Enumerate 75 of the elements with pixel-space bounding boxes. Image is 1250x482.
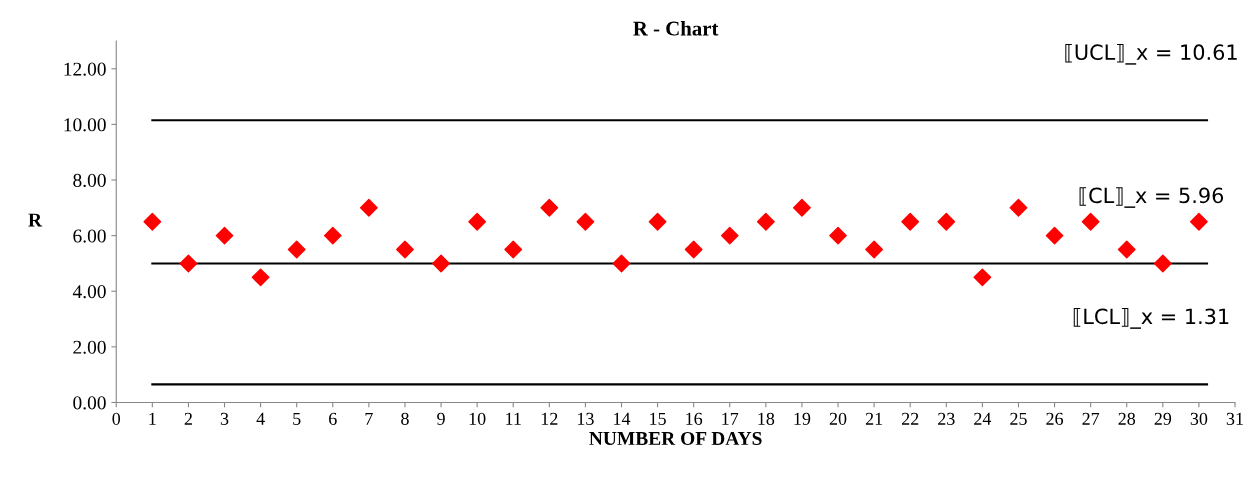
point — [432, 254, 450, 273]
x-tick-label: 20 — [829, 412, 847, 425]
x-tick-label: 25 — [1010, 412, 1027, 425]
x-tick-label: 31 — [1226, 412, 1243, 425]
x-tick-label: 21 — [865, 412, 883, 425]
y-axis-title: R — [28, 213, 43, 227]
x-tick-label: 2 — [184, 412, 192, 425]
x-tick-label: 18 — [758, 412, 775, 425]
point — [215, 226, 234, 245]
point — [323, 226, 342, 245]
point — [612, 254, 631, 273]
x-tick-label: 24 — [974, 412, 992, 425]
point — [1189, 212, 1208, 231]
point — [1081, 212, 1100, 231]
x-axis-title: NUMBER OF DAYS — [589, 431, 762, 446]
y-tick-label: 0.00 — [73, 396, 106, 410]
x-tick-label: 6 — [329, 412, 337, 425]
y-tick-label: 4.00 — [72, 285, 106, 299]
point — [829, 226, 847, 245]
point — [396, 240, 414, 259]
x-tick-label: 10 — [469, 412, 486, 425]
x-tick-label: 5 — [293, 412, 301, 425]
x-tick-label: 0 — [112, 412, 121, 425]
annotation: ⟦UCL⟧_x = 10.61 — [1065, 43, 1237, 65]
annotation: ⟦CL⟧_x = 5.96 — [1079, 187, 1224, 208]
point — [468, 212, 487, 231]
point — [901, 212, 920, 231]
x-tick-label: 16 — [686, 412, 703, 425]
x-tick-label: 19 — [794, 412, 811, 425]
point — [1153, 254, 1172, 273]
x-tick-label: 26 — [1046, 412, 1064, 425]
point — [251, 268, 270, 287]
x-tick-label: 15 — [650, 412, 666, 425]
x-tick-label: 1 — [149, 412, 156, 425]
point — [1009, 198, 1028, 217]
point — [648, 212, 667, 231]
y-tick-label: 12.00 — [64, 62, 106, 76]
y-tick-label: 8.00 — [73, 173, 106, 188]
chart-title: R - Chart — [633, 20, 719, 36]
x-tick-label: 30 — [1190, 412, 1208, 425]
x-tick-label: 7 — [365, 412, 373, 425]
x-tick-label: 14 — [614, 412, 631, 425]
x-tick-label: 4 — [256, 412, 265, 425]
x-tick-label: 12 — [541, 412, 558, 425]
point — [1045, 226, 1064, 245]
x-tick-label: 9 — [437, 412, 445, 425]
x-tick-label: 17 — [722, 412, 739, 425]
annotation: ⟦LCL⟧_x = 1.31 — [1073, 308, 1229, 329]
point — [143, 212, 162, 231]
point — [756, 212, 775, 231]
point — [179, 254, 198, 273]
x-tick-label: 11 — [506, 412, 521, 425]
point — [1117, 240, 1136, 259]
y-tick-label: 2.00 — [73, 340, 106, 354]
point — [865, 240, 884, 259]
y-tick-label: 6.00 — [73, 229, 106, 243]
x-tick-label: 23 — [938, 412, 955, 425]
point — [720, 226, 739, 245]
y-tick-label: 10.00 — [64, 118, 106, 132]
x-tick-label: 3 — [220, 412, 229, 425]
x-tick-label: 13 — [577, 412, 594, 425]
x-tick-label: 28 — [1118, 412, 1136, 425]
point — [540, 198, 559, 217]
x-tick-label: 8 — [401, 412, 409, 425]
point — [937, 212, 956, 231]
x-tick-label: 22 — [901, 412, 919, 425]
point — [973, 268, 992, 287]
point — [576, 212, 595, 231]
point — [504, 240, 523, 259]
x-tick-label: 27 — [1082, 412, 1100, 425]
point — [359, 198, 378, 217]
point — [287, 240, 306, 259]
point — [684, 240, 703, 259]
x-tick-label: 29 — [1154, 412, 1172, 425]
point — [793, 198, 811, 217]
